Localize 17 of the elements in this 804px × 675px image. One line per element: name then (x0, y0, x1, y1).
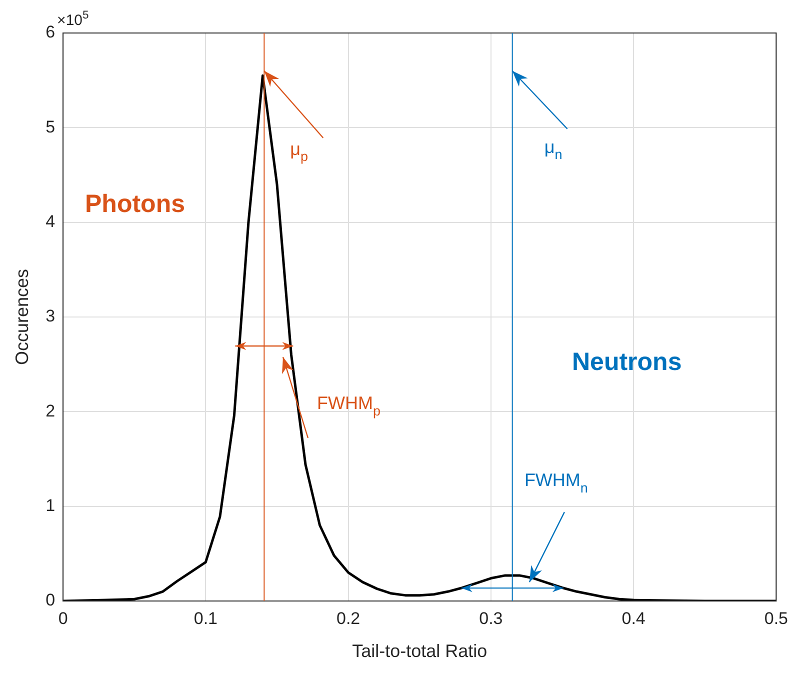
y-tick-label: 0 (46, 590, 56, 610)
annotation: Neutrons (572, 348, 682, 376)
x-axis-title: Tail-to-total Ratio (352, 641, 488, 662)
y-tick-label: 5 (46, 117, 56, 136)
y-tick-label: 6 (46, 22, 56, 42)
x-tick-label: 0.3 (479, 608, 503, 628)
x-tick-label: 0.2 (336, 608, 360, 628)
x-tick-label: 0.5 (764, 608, 788, 628)
annotation: Photons (85, 190, 185, 218)
y-tick-label: 4 (46, 212, 56, 232)
x-tick-label: 0.1 (194, 608, 218, 628)
y-tick-label: 2 (46, 401, 56, 420)
x-tick-label: 0 (58, 608, 68, 628)
x-tick-label: 0.4 (622, 608, 646, 628)
y-tick-label: 3 (46, 306, 56, 326)
y-tick-label: 1 (46, 496, 56, 516)
y-axis-title: Occurences (12, 268, 32, 366)
